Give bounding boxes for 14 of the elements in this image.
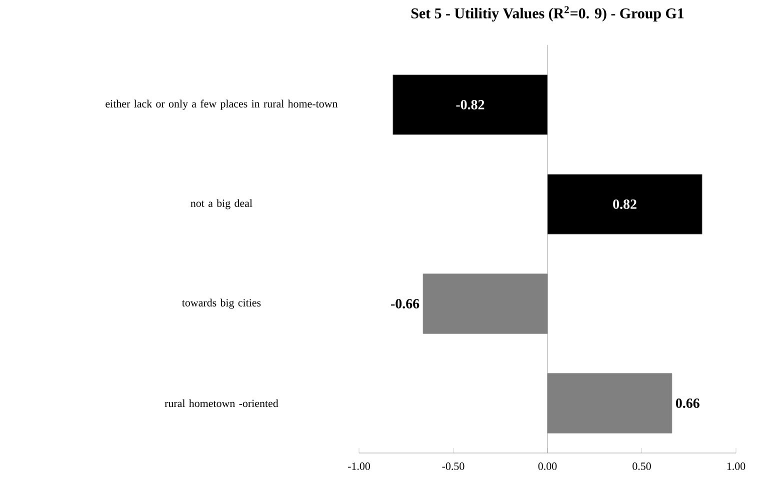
y-tick-label: not a big deal [190,199,252,210]
x-tick-label: 0.50 [632,462,651,470]
x-tick-label: -0.50 [442,462,464,470]
data-label: 0.66 [676,398,700,408]
chart-title: Set 5 - Utilitiy Values (R$^{2}$=0. 9) - Group G1 [411,6,684,22]
y-tick-label: rural hometown -oriented [164,399,278,408]
y-tick-label: towards big cities [182,298,261,309]
x-tick-label: -1.00 [348,462,370,470]
data-label: -0.82 [456,100,484,110]
y-tick-label: either lack or only a few places in rural home-town [106,100,338,110]
data-label: 0.82 [613,199,636,209]
x-tick-label: 1.00 [727,462,746,470]
data-label: -0.66 [391,298,420,308]
x-tick-label: 0.00 [538,462,557,470]
